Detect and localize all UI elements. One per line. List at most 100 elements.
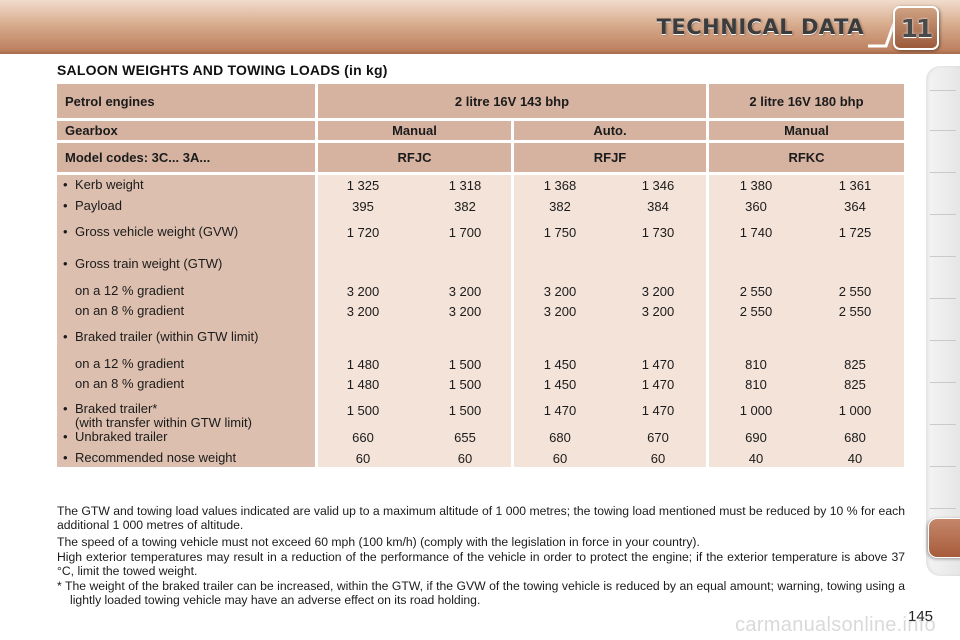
table-cell: 3 200	[543, 284, 577, 299]
row-bullet: •	[63, 329, 68, 344]
row-label: • Gross vehicle weight (GVW)	[63, 225, 238, 239]
table-cell: 3 200	[448, 284, 482, 299]
engine-b-header: 2 litre 16V 180 bhp	[709, 84, 904, 118]
row-label: on a 12 % gradient	[63, 284, 184, 298]
row-bullet: •	[63, 224, 68, 239]
engine-a-header: 2 litre 16V 143 bhp	[318, 84, 706, 118]
chapter-title: TECHNICAL DATA	[656, 15, 864, 39]
tab-divider	[930, 298, 956, 299]
tab-divider	[930, 382, 956, 383]
table-cell: 1 346	[641, 178, 675, 193]
table-cell: 1 325	[346, 178, 380, 193]
row-label-text: Payload	[75, 198, 122, 213]
table-cell: 810	[745, 357, 767, 372]
table-cell: 1 500	[448, 403, 482, 418]
row-bullet: •	[63, 450, 68, 465]
chapter-number-badge: 11	[893, 6, 939, 50]
tab-divider	[930, 130, 956, 131]
table-cell: 1 450	[543, 357, 577, 372]
table-cell: 3 200	[448, 304, 482, 319]
watermark: carmanualsonline.info	[735, 614, 936, 636]
table-cell: 1 000	[739, 403, 773, 418]
table-cell: 680	[549, 430, 571, 445]
row-label-text: on an 8 % gradient	[75, 303, 185, 318]
table-cell: 810	[745, 377, 767, 392]
table-cell: 1 720	[346, 225, 380, 240]
table-cell: 1 361	[838, 178, 872, 193]
row-label: • Gross train weight (GTW)	[63, 257, 222, 271]
table-cell: 1 500	[346, 403, 380, 418]
row-label: • Unbraked trailer	[63, 430, 168, 444]
row-bullet: •	[63, 256, 68, 271]
table-cell: 1 380	[739, 178, 773, 193]
table-cell: 670	[647, 430, 669, 445]
body-label-column	[57, 175, 315, 467]
table-cell: 1 470	[641, 377, 675, 392]
table-cell: 3 200	[641, 304, 675, 319]
table-cell: 40	[748, 451, 764, 466]
row-label: • Braked trailer (within GTW limit)	[63, 330, 258, 344]
engine-row-label: Petrol engines	[57, 84, 315, 118]
table-cell: 2 550	[838, 304, 872, 319]
row-label-text: Recommended nose weight	[75, 450, 237, 465]
table-cell: 2 550	[739, 284, 773, 299]
row-bullet: •	[63, 429, 68, 444]
model-row-label: Model codes: 3C... 3A...	[57, 143, 315, 172]
tab-divider	[930, 214, 956, 215]
row-label-text: on a 12 % gradient	[75, 283, 185, 298]
tab-divider	[930, 340, 956, 341]
row-label-text: Unbraked trailer	[75, 429, 168, 444]
tab-divider	[930, 466, 956, 467]
row-label-text: on a 12 % gradient	[75, 356, 185, 371]
row-label: • Kerb weight	[63, 178, 144, 192]
row-label: on a 12 % gradient	[63, 357, 184, 371]
gearbox-row-label: Gearbox	[57, 121, 315, 140]
row-label-text: Gross train weight (GTW)	[75, 256, 223, 271]
note-temperature: High exterior temperatures may result in…	[57, 550, 905, 578]
row-bullet: •	[63, 198, 68, 213]
active-chapter-tab[interactable]	[928, 518, 960, 558]
chapter-tab-strip	[926, 66, 960, 576]
table-cell: 2 550	[838, 284, 872, 299]
note-speed: The speed of a towing vehicle must not e…	[57, 535, 700, 549]
table-cell: 1 500	[448, 377, 482, 392]
row-label: • Recommended nose weight	[63, 451, 236, 465]
model-code-col-3: RFKC	[709, 143, 904, 172]
section-title: SALOON WEIGHTS AND TOWING LOADS (in kg)	[57, 62, 388, 78]
table-cell: 655	[454, 430, 476, 445]
table-cell: 690	[745, 430, 767, 445]
row-label: on an 8 % gradient	[63, 304, 184, 318]
table-cell: 384	[647, 199, 669, 214]
table-cell: 825	[844, 357, 866, 372]
body-values-col-2	[514, 175, 706, 467]
page-number: 145	[908, 608, 934, 625]
table-cell: 1 480	[346, 357, 380, 372]
table-cell: 660	[352, 430, 374, 445]
table-cell: 382	[549, 199, 571, 214]
table-cell: 2 550	[739, 304, 773, 319]
chapter-number: 11	[900, 14, 934, 43]
tab-divider	[930, 90, 956, 91]
table-cell: 60	[650, 451, 666, 466]
tab-divider	[930, 172, 956, 173]
footnote: * The weight of the braked trailer can b…	[57, 579, 905, 607]
table-cell: 1 470	[543, 403, 577, 418]
table-cell: 3 200	[346, 284, 380, 299]
table-cell: 3 200	[346, 304, 380, 319]
row-label-text: Braked trailer*	[75, 401, 158, 416]
row-label-text: on an 8 % gradient	[75, 376, 185, 391]
table-cell: 1 700	[448, 225, 482, 240]
table-cell: 1 725	[838, 225, 872, 240]
row-label-text-line2: (with transfer within GTW limit)	[75, 415, 252, 430]
table-cell: 825	[844, 377, 866, 392]
table-cell: 60	[457, 451, 473, 466]
table-cell: 360	[745, 199, 767, 214]
model-code-col-1: RFJC	[318, 143, 511, 172]
row-label: on an 8 % gradient	[63, 377, 184, 391]
table-cell: 1 740	[739, 225, 773, 240]
table-cell: 382	[454, 199, 476, 214]
table-cell: 1 450	[543, 377, 577, 392]
table-cell: 1 730	[641, 225, 675, 240]
table-cell: 3 200	[543, 304, 577, 319]
table-cell: 1 000	[838, 403, 872, 418]
